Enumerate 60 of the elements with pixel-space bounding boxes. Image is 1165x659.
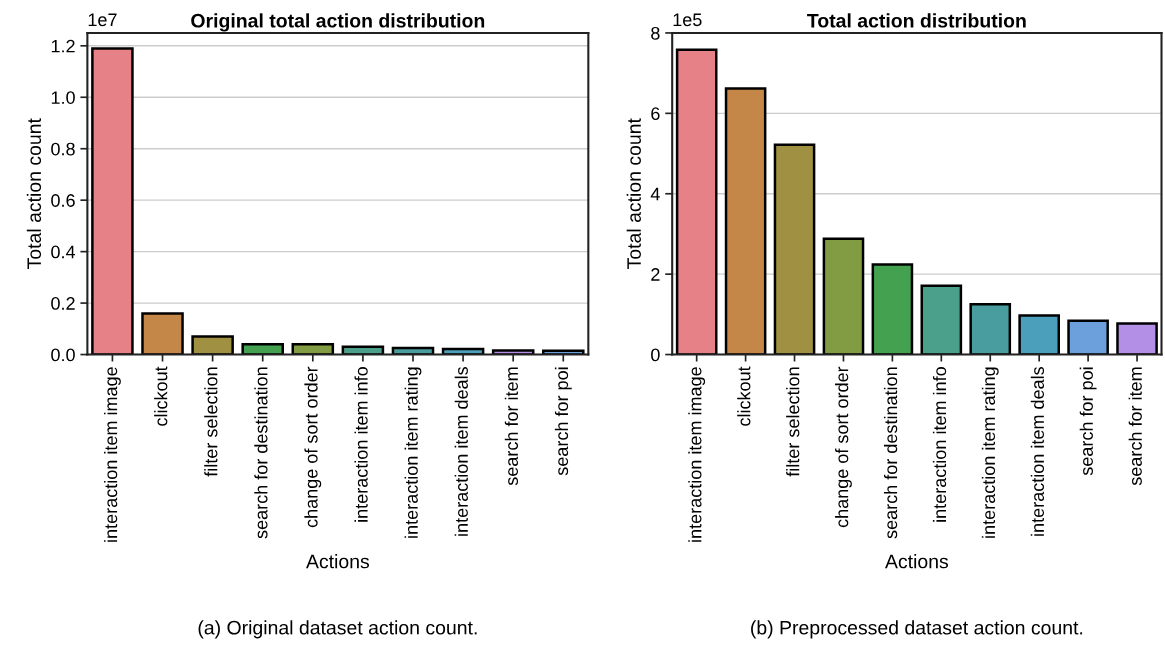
bar <box>391 346 435 355</box>
x-axis-title: Actions <box>885 554 949 569</box>
x-tick-label: interaction item rating <box>404 367 422 538</box>
bar <box>541 349 585 355</box>
bar <box>969 303 1012 355</box>
y-tick-label: 2 <box>651 268 660 281</box>
bar <box>724 87 767 355</box>
text: 1e7 <box>88 13 117 27</box>
text: 1e5 <box>673 13 702 27</box>
bar <box>822 237 865 355</box>
bar <box>141 312 184 355</box>
text: (a) Original dataset action count. <box>198 620 477 639</box>
y-tick-label: 0.4 <box>51 245 76 259</box>
x-tick-label: search for poi <box>554 367 572 476</box>
x-tick-label: interaction item image <box>688 367 706 542</box>
bar <box>1067 319 1109 355</box>
x-tick-label: search for destination <box>254 367 268 539</box>
y-tick-label: 4 <box>650 187 660 201</box>
x-tick-label: clickout <box>154 366 168 426</box>
y-tick-label: 0.0 <box>51 348 75 362</box>
x-axis-title: Actions <box>306 554 370 569</box>
x-tick-label: interaction item rating <box>981 367 999 538</box>
bar <box>920 284 963 355</box>
bar <box>241 343 284 355</box>
x-tick-label: search for poi <box>1079 367 1097 476</box>
x-tick-label: interaction item info <box>354 367 368 522</box>
x-tick-label: interaction item info <box>932 367 947 522</box>
x-tick-label: search for item <box>1128 367 1142 486</box>
y-tick-label: 6 <box>651 107 660 121</box>
y-tick-label: 0.8 <box>51 142 75 156</box>
bar <box>1018 314 1060 355</box>
x-tick-label: interaction item deals <box>1030 366 1045 536</box>
y-tick-label: 0 <box>651 348 660 362</box>
bar <box>773 143 816 355</box>
bar <box>291 343 335 355</box>
chart-title: Total action distribution <box>807 13 1026 28</box>
x-tick-label: filter selection <box>786 367 800 477</box>
y-axis-title: Total action count <box>626 118 641 269</box>
bar <box>191 335 234 355</box>
x-tick-label: search for destination <box>883 367 898 539</box>
y-tick-label: 0.6 <box>51 194 75 207</box>
x-tick-label: filter selection <box>204 367 218 477</box>
x-tick-label: clickout <box>737 366 751 426</box>
x-tick-label: search for item <box>504 367 519 486</box>
x-tick-label: interaction item deals <box>454 366 468 536</box>
y-tick-label: 1.0 <box>51 91 75 104</box>
y-tick-label: 1.2 <box>51 39 75 53</box>
y-tick-label: 8 <box>651 26 660 40</box>
bar <box>1116 322 1158 355</box>
bar <box>675 48 718 355</box>
x-tick-label: change of sort order <box>304 366 322 528</box>
bar <box>91 47 134 355</box>
y-tick-label: 0.2 <box>51 297 75 310</box>
x-tick-label: interaction item image <box>104 367 121 542</box>
bar <box>871 263 914 355</box>
x-tick-label: change of sort order <box>835 366 852 528</box>
bar <box>491 349 535 355</box>
y-axis-title: Total action count <box>26 118 42 269</box>
chart-title: Original total action distribution <box>191 13 485 32</box>
text: (b) Preprocessed dataset action count. <box>751 620 1083 639</box>
